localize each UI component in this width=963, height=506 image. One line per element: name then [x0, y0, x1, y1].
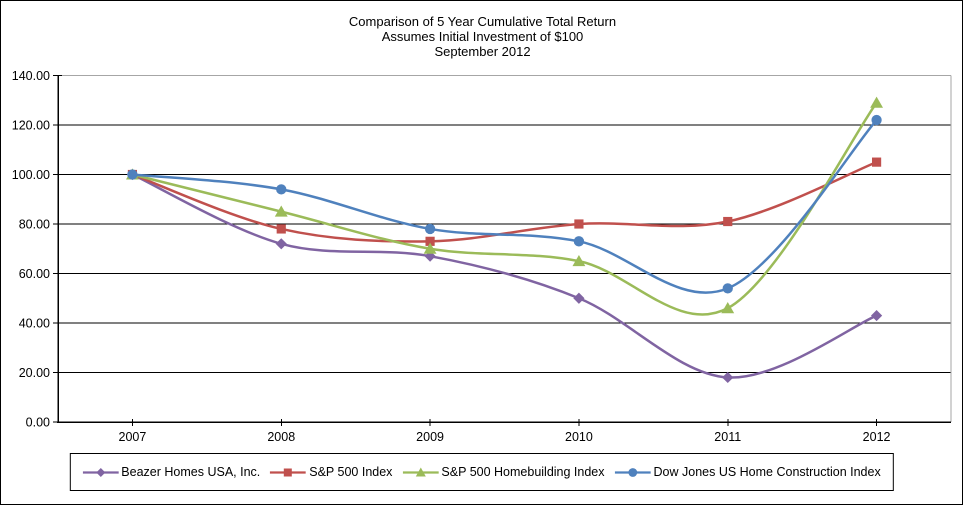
series-line: [131, 118, 878, 294]
y-tick-label: 0.00: [26, 416, 50, 430]
series-marker: [425, 236, 435, 246]
series-marker: [723, 216, 733, 227]
x-tick-label: 2011: [714, 430, 741, 444]
series-marker: [573, 292, 585, 304]
legend-label: S&P 500 Homebuilding Index: [441, 465, 605, 479]
series-marker: [275, 238, 287, 250]
legend-marker-triangle-icon: [402, 467, 439, 476]
chart-title-line3: September 2012: [434, 44, 531, 59]
y-tick-label: 20.00: [19, 366, 50, 380]
series-marker: [722, 371, 734, 384]
x-tick-label: 2007: [119, 430, 147, 444]
series-marker: [424, 223, 436, 235]
y-tick-label: 80.00: [19, 218, 50, 232]
legend-marker-square-icon: [270, 468, 307, 476]
series-marker: [573, 236, 585, 247]
series-marker: [127, 169, 138, 180]
series-marker: [721, 301, 735, 314]
legend-marker-diamond-icon: [82, 467, 119, 477]
series-marker: [276, 224, 286, 234]
y-tick-label: 60.00: [19, 267, 50, 281]
y-tick-label: 120.00: [12, 119, 50, 133]
chart-title: Comparison of 5 Year Cumulative Total Re…: [1, 14, 963, 59]
legend-item: Dow Jones US Home Construction Index: [614, 465, 881, 479]
series-line: [131, 101, 878, 316]
x-tick-label: 2010: [565, 430, 593, 444]
series-marker: [722, 283, 733, 294]
series-marker: [870, 96, 884, 108]
legend-item: S&P 500 Homebuilding Index: [402, 465, 605, 479]
legend-item: S&P 500 Index: [270, 465, 392, 479]
series-marker: [871, 114, 882, 126]
legend-label: Beazer Homes USA, Inc.: [121, 465, 261, 479]
chart-title-line2: Assumes Initial Investment of $100: [381, 29, 584, 44]
chart-title-line1: Comparison of 5 Year Cumulative Total Re…: [348, 14, 617, 29]
x-tick-label: 2008: [267, 430, 295, 444]
series-line: [131, 173, 878, 379]
legend-item: Beazer Homes USA, Inc.: [82, 465, 260, 479]
series-marker: [871, 157, 882, 167]
series-marker: [276, 184, 287, 195]
y-tick-label: 40.00: [19, 317, 50, 331]
y-tick-label: 100.00: [12, 168, 50, 182]
y-tick-label: 140.00: [12, 69, 50, 83]
x-tick-label: 2012: [863, 430, 891, 444]
legend-label: S&P 500 Index: [309, 465, 393, 479]
series-marker: [274, 205, 288, 217]
legend-marker-circle-icon: [614, 467, 651, 477]
x-tick-label: 2009: [416, 430, 444, 444]
series-marker: [423, 242, 437, 254]
legend: Beazer Homes USA, Inc. S&P 500 Index S&P 5…: [69, 453, 894, 491]
legend-label: Dow Jones US Home Construction Index: [653, 465, 881, 479]
series-marker: [574, 219, 584, 229]
series-marker: [572, 254, 586, 267]
series-marker: [870, 309, 883, 322]
